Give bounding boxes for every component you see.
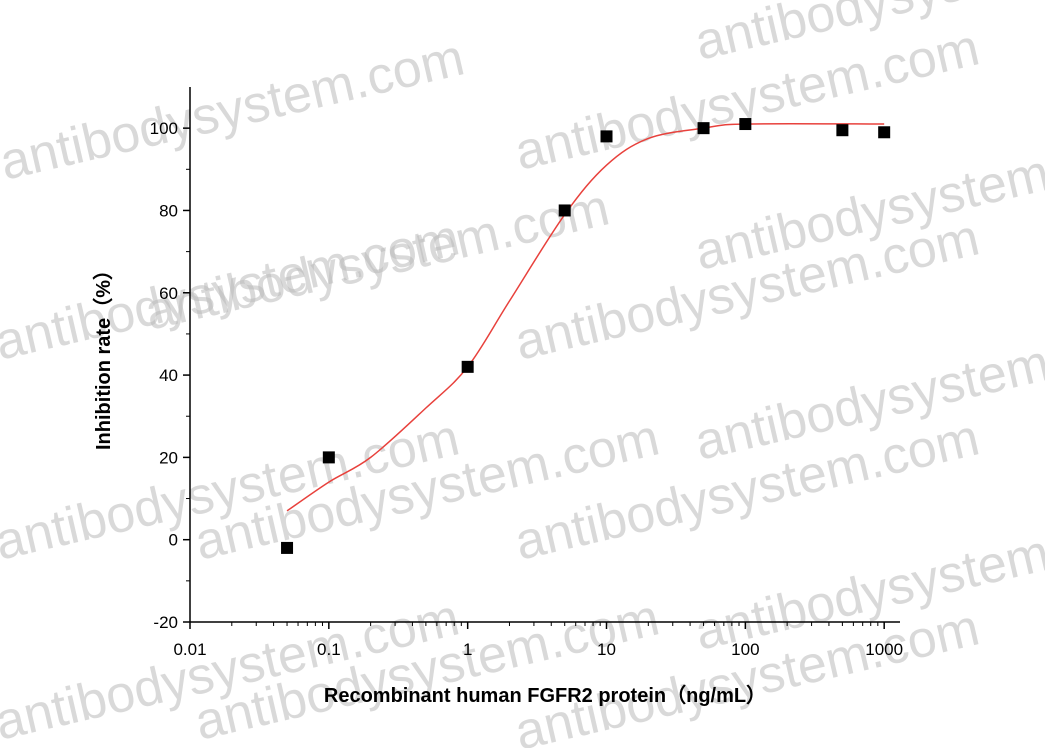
y-axis-title: Inhibition rate（%） [92,260,115,450]
data-point [558,204,571,217]
watermark: antibodysystem.com [0,29,470,192]
y-tick-label: 60 [159,284,178,303]
plot: -20 0 20 40 60 80 100 0.01 0.1 1 10 100 1000 [150,87,903,659]
data-point [461,360,474,373]
x-axis-title: Recombinant human FGFR2 protein（ng/mL） [324,684,766,707]
data-point [322,451,335,464]
data-point [697,122,710,135]
y-tick-label: 20 [159,448,178,467]
data-point [836,124,849,137]
watermark: antibodysystem.com [0,209,465,372]
data-point [281,541,294,554]
y-tick-label: 40 [159,366,178,385]
x-tick-label: 1 [463,640,472,659]
y-tick-label: 100 [150,119,178,138]
data-point [600,130,613,143]
x-tick-label: 100 [731,640,759,659]
y-tick-label: 0 [169,531,178,550]
x-tick-label: 10 [597,640,616,659]
data-point [739,118,752,131]
x-tick-label: 0.01 [173,640,206,659]
y-tick-label: -20 [153,613,178,632]
fit-curve [286,122,885,512]
y-tick-label: 80 [159,201,178,220]
data-point [878,126,891,139]
x-tick-label: 1000 [865,640,903,659]
x-tick-label: 0.1 [317,640,341,659]
